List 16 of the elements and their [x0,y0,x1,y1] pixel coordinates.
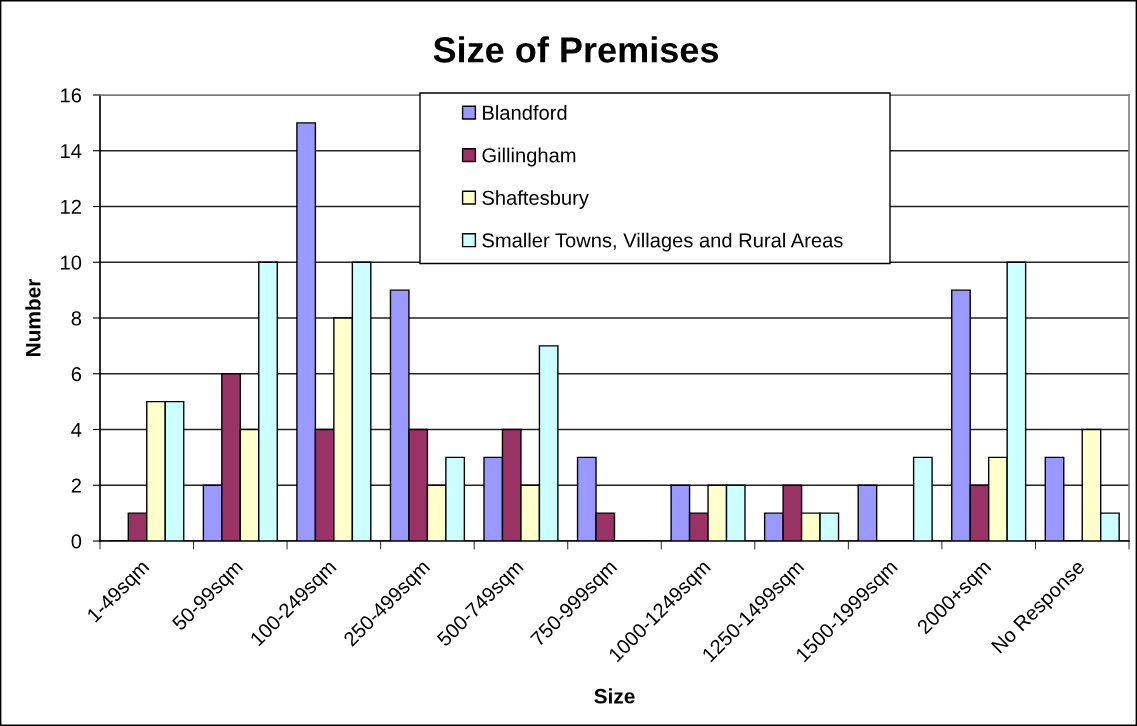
legend-label: Blandford [483,105,567,120]
legend-label: Smaller Towns, Villages and Rural Areas [482,232,843,252]
y-tick-label: 12 [61,199,81,214]
x-axis-title: Size [594,688,635,704]
y-tick-label: 6 [71,366,82,382]
chart-title: Size of Premises [433,36,719,63]
legend-label: Gillingham [482,147,576,167]
y-tick-label: 10 [61,255,82,270]
y-tick-label: 8 [71,311,82,326]
y-axis-title: Number [25,278,41,356]
y-tick-label: 0 [71,534,82,549]
y-tick-label: 16 [61,88,82,103]
y-tick-label: 14 [61,144,82,159]
y-tick-label: 4 [71,422,82,437]
legend-label: Shaftesbury [482,190,589,209]
y-tick-label: 2 [71,478,81,493]
